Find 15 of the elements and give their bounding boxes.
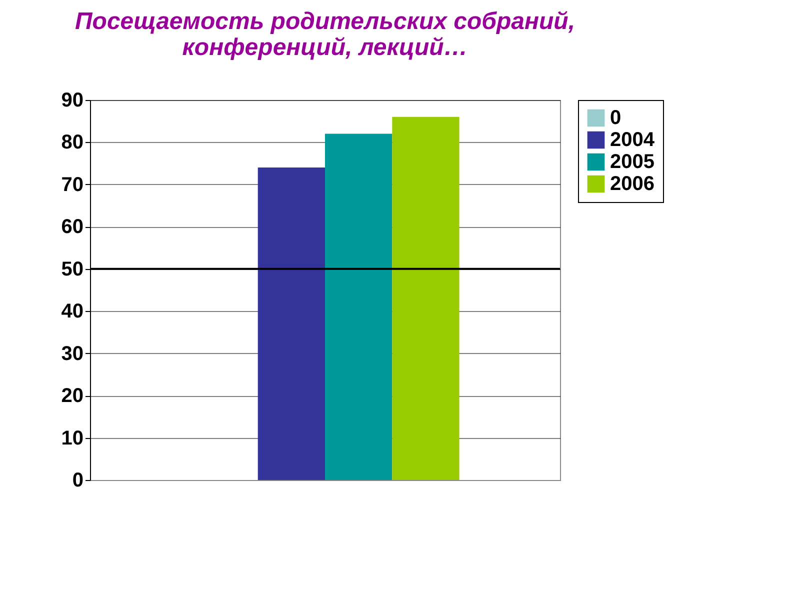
y-tick-label: 30 bbox=[61, 342, 84, 365]
y-tick-label: 10 bbox=[61, 427, 84, 450]
y-tick-label: 90 bbox=[61, 90, 84, 112]
y-tick-label: 80 bbox=[61, 132, 84, 154]
y-tick-label: 0 bbox=[72, 470, 84, 492]
y-tick-label: 20 bbox=[61, 385, 84, 408]
legend-label: 2004 bbox=[610, 129, 656, 151]
y-tick-label: 40 bbox=[61, 300, 84, 323]
legend-label: 0 bbox=[610, 107, 622, 129]
y-tick-label: 50 bbox=[61, 258, 84, 280]
chart-title: Посещаемость родительских собраний, конференций, лекций… bbox=[75, 8, 575, 61]
y-tick-label: 60 bbox=[61, 216, 84, 238]
y-tick-label: 70 bbox=[61, 174, 84, 196]
legend-label: 2005 bbox=[610, 151, 654, 173]
legend-label: 2006 bbox=[610, 173, 654, 195]
